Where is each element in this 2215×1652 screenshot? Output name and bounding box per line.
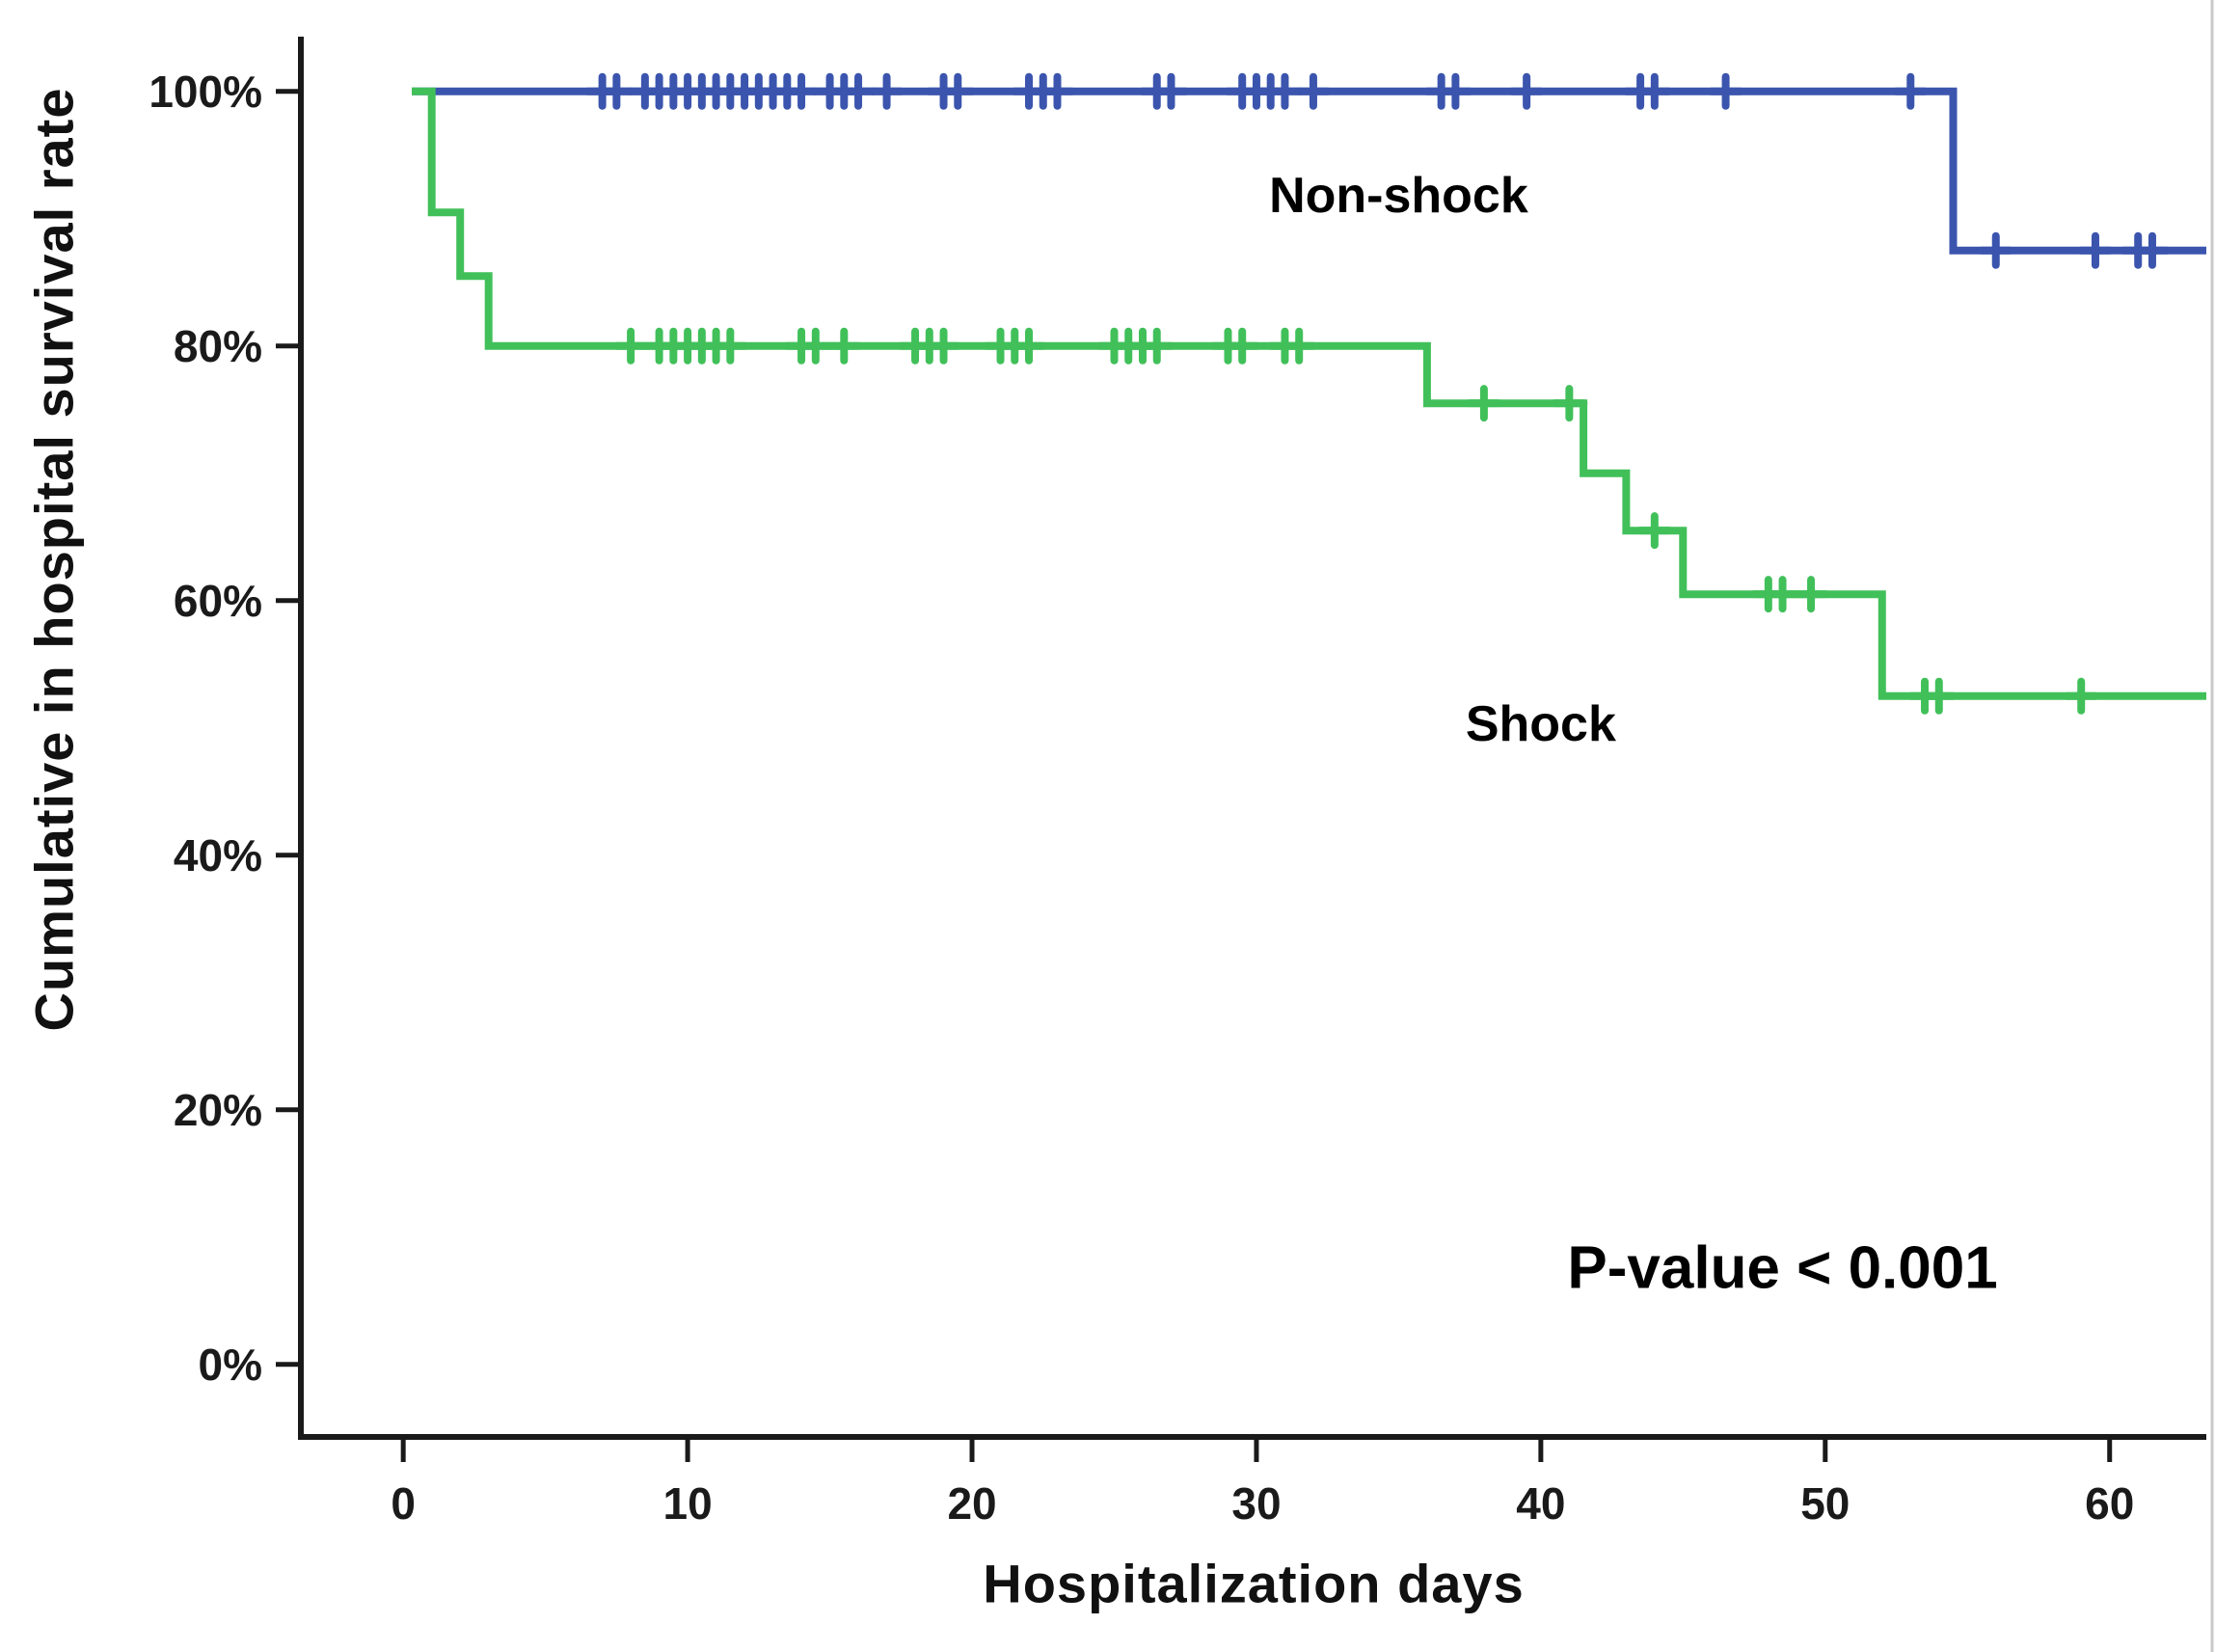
x-tick-label: 40 xyxy=(1516,1478,1565,1529)
x-tick-label: 60 xyxy=(2085,1478,2134,1529)
y-tick-label: 0% xyxy=(199,1340,262,1390)
y-axis-title: Cumulative in hospital survival rate xyxy=(23,87,85,1032)
non-shock-label: Non-shock xyxy=(1269,168,1528,224)
p-value-label: P-value < 0.001 xyxy=(1567,1235,1997,1302)
y-tick-label: 100% xyxy=(149,67,262,117)
shock-label: Shock xyxy=(1466,696,1616,752)
y-tick-label: 20% xyxy=(174,1085,262,1135)
y-tick-label: 60% xyxy=(174,576,262,626)
y-tick-label: 80% xyxy=(174,321,262,371)
x-tick-label: 0 xyxy=(391,1478,416,1529)
survival-curve-shock xyxy=(412,87,2206,700)
x-tick-label: 10 xyxy=(663,1478,713,1529)
x-axis-title: Hospitalization days xyxy=(983,1553,1525,1614)
y-tick-label: 40% xyxy=(174,830,262,880)
x-tick-label: 30 xyxy=(1231,1478,1281,1529)
x-tick-label: 50 xyxy=(1800,1478,1850,1529)
x-tick-label: 20 xyxy=(947,1478,996,1529)
